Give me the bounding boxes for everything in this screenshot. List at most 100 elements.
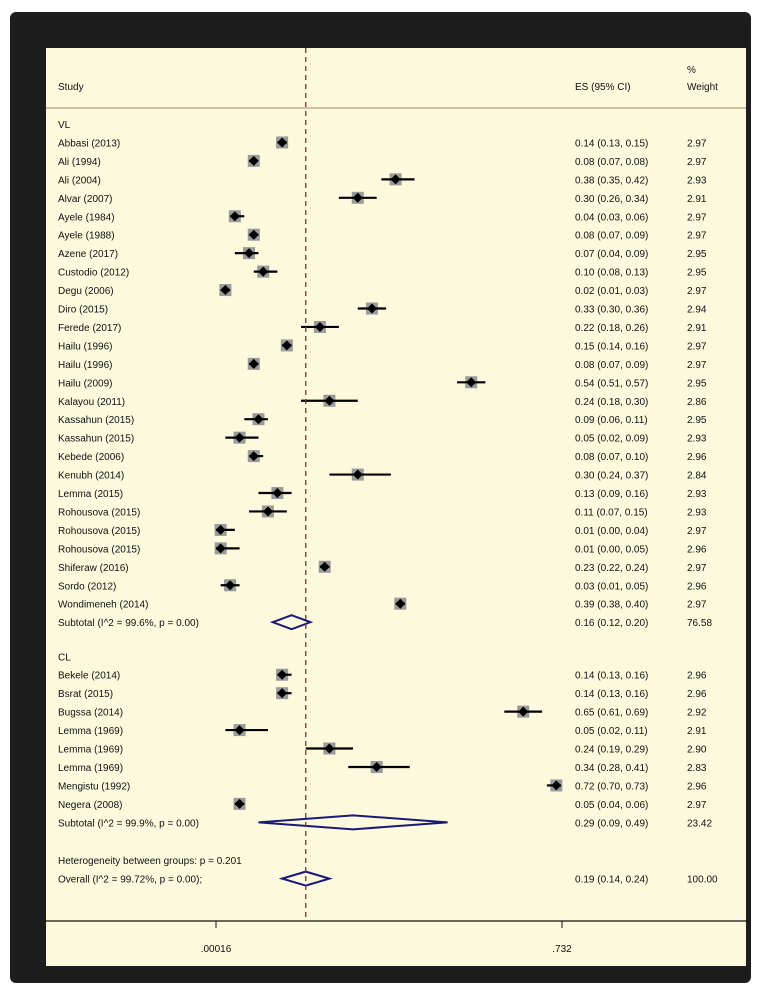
point-estimate: [314, 321, 325, 332]
heterogeneity-note: Heterogeneity between groups: p = 0.201: [58, 856, 242, 867]
point-estimate: [551, 780, 562, 791]
point-estimate: [371, 761, 382, 772]
weight-value: 2.91: [687, 726, 707, 737]
weight-value: 2.93: [687, 507, 707, 518]
es-ci-value: 0.01 (0.00, 0.04): [575, 526, 648, 537]
subtotal-diamond: [269, 614, 314, 631]
study-label: Bekele (2014): [58, 671, 120, 682]
point-estimate: [262, 506, 273, 517]
weight-value: 2.90: [687, 745, 707, 756]
weight-value: 2.97: [687, 212, 707, 223]
weight-value: 2.93: [687, 434, 707, 445]
es-ci-value: 0.14 (0.13, 0.16): [575, 689, 648, 700]
weight-value: 2.95: [687, 378, 707, 389]
weight-value: 2.97: [687, 526, 707, 537]
study-label: Rohousova (2015): [58, 507, 140, 518]
weight-value: 2.96: [687, 544, 707, 555]
study-label: Hailu (1996): [58, 360, 112, 371]
point-estimate: [258, 266, 269, 277]
study-label: Bugssa (2014): [58, 708, 123, 719]
weight-value: 2.84: [687, 471, 707, 482]
es-ci-value: 0.39 (0.38, 0.40): [575, 600, 648, 611]
subtotal-label: Subtotal (I^2 = 99.6%, p = 0.00): [58, 618, 199, 629]
es-ci-value: 0.05 (0.02, 0.11): [575, 726, 648, 737]
study-label: Ayele (1984): [58, 212, 115, 223]
point-estimate: [277, 669, 288, 680]
x-tick-label: .732: [552, 944, 572, 955]
subtotal-weight-value: 76.58: [687, 618, 712, 629]
point-estimate: [229, 211, 240, 222]
es-ci-value: 0.65 (0.61, 0.69): [575, 708, 648, 719]
overall-weight-value: 100.00: [687, 875, 718, 886]
point-estimate: [272, 488, 283, 498]
weight-value: 2.95: [687, 415, 707, 426]
study-label: Ferede (2017): [58, 323, 121, 334]
es-ci-value: 0.34 (0.28, 0.41): [575, 763, 648, 774]
study-label: Alvar (2007): [58, 194, 112, 205]
weight-value: 2.95: [687, 268, 707, 279]
point-estimate: [225, 580, 236, 591]
point-estimate: [248, 451, 259, 462]
weight-value: 2.93: [687, 489, 707, 500]
header-es: ES (95% CI): [575, 82, 631, 93]
weight-value: 2.95: [687, 249, 707, 260]
weight-value: 2.96: [687, 781, 707, 792]
header-study: Study: [58, 82, 84, 93]
point-estimate: [324, 395, 335, 406]
point-estimate: [277, 688, 288, 699]
es-ci-value: 0.14 (0.13, 0.16): [575, 671, 648, 682]
study-label: Mengistu (1992): [58, 781, 130, 792]
es-ci-value: 0.11 (0.07, 0.15): [575, 507, 648, 518]
overall-es-ci-value: 0.19 (0.14, 0.24): [575, 875, 648, 886]
point-estimate: [352, 469, 363, 480]
study-label: Diro (2015): [58, 305, 108, 316]
group-label: CL: [58, 652, 71, 663]
study-label: Kebede (2006): [58, 452, 124, 463]
weight-value: 2.91: [687, 323, 707, 334]
point-estimate: [248, 358, 259, 369]
es-ci-value: 0.23 (0.22, 0.24): [575, 563, 648, 574]
es-ci-value: 0.30 (0.24, 0.37): [575, 471, 648, 482]
weight-value: 2.96: [687, 689, 707, 700]
study-label: Degu (2006): [58, 286, 114, 297]
weight-value: 2.93: [687, 175, 707, 186]
es-ci-value: 0.04 (0.03, 0.06): [575, 212, 648, 223]
study-label: Lemma (1969): [58, 726, 123, 737]
es-ci-value: 0.05 (0.02, 0.09): [575, 434, 648, 445]
es-ci-value: 0.30 (0.26, 0.34): [575, 194, 648, 205]
study-label: Wondimeneh (2014): [58, 600, 148, 611]
es-ci-value: 0.03 (0.01, 0.05): [575, 581, 648, 592]
es-ci-value: 0.08 (0.07, 0.09): [575, 360, 648, 371]
study-label: Bsrat (2015): [58, 689, 113, 700]
point-estimate: [244, 248, 255, 259]
weight-value: 2.97: [687, 800, 707, 811]
study-label: Ali (2004): [58, 175, 101, 186]
weight-value: 2.83: [687, 763, 707, 774]
weight-value: 2.94: [687, 305, 707, 316]
point-estimate: [220, 285, 231, 296]
study-label: Abbasi (2013): [58, 138, 120, 149]
point-estimate: [215, 524, 226, 535]
point-estimate: [248, 229, 259, 240]
overall-diamond: [278, 870, 333, 887]
point-estimate: [277, 137, 288, 148]
weight-value: 2.97: [687, 600, 707, 611]
header-weight: Weight: [687, 82, 718, 93]
es-ci-value: 0.10 (0.08, 0.13): [575, 268, 648, 279]
es-ci-value: 0.08 (0.07, 0.08): [575, 157, 648, 168]
study-label: Kassahun (2015): [58, 434, 134, 445]
weight-value: 2.96: [687, 452, 707, 463]
study-label: Hailu (1996): [58, 341, 112, 352]
point-estimate: [215, 543, 226, 554]
weight-value: 2.91: [687, 194, 707, 205]
subtotal-es-ci-value: 0.29 (0.09, 0.49): [575, 818, 648, 829]
weight-value: 2.97: [687, 563, 707, 574]
point-estimate: [234, 432, 245, 443]
point-estimate: [234, 798, 245, 809]
es-ci-value: 0.24 (0.18, 0.30): [575, 397, 648, 408]
study-label: Kassahun (2015): [58, 415, 134, 426]
es-ci-value: 0.54 (0.51, 0.57): [575, 378, 648, 389]
study-label: Ali (1994): [58, 157, 101, 168]
subtotal-weight-value: 23.42: [687, 818, 712, 829]
study-label: Sordo (2012): [58, 581, 116, 592]
